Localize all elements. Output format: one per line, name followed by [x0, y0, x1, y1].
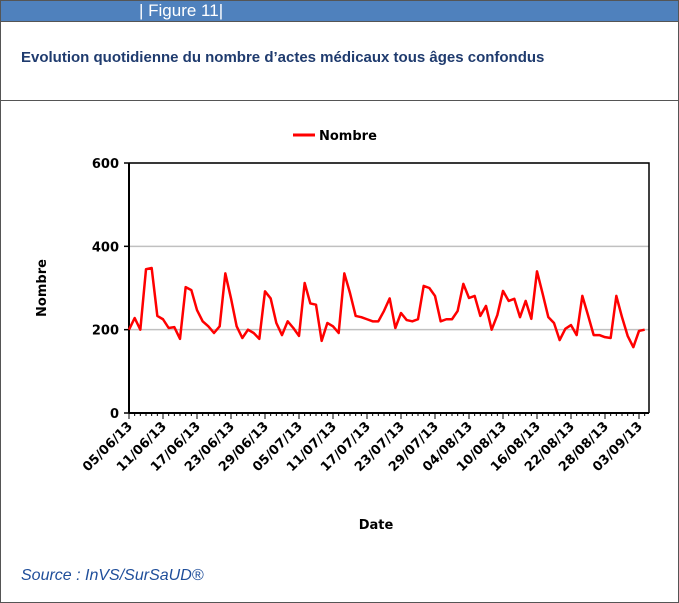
x-axis-label: Date [359, 518, 394, 533]
plot-frame [129, 162, 650, 413]
data-line [127, 266, 645, 349]
y-tick-label: 400 [92, 240, 119, 255]
y-tick-label: 200 [92, 324, 119, 339]
y-tick-label: 600 [92, 157, 119, 172]
source: Source : InVS/SurSaUD® [21, 567, 204, 584]
figure-title: Evolution quotidienne du nombre d’actes … [21, 49, 545, 66]
y-axis-label: Nombre [35, 259, 50, 317]
legend-label: Nombre [319, 129, 377, 144]
figure-header: | Figure 11| [1, 1, 678, 21]
y-tick-label: 0 [110, 407, 119, 422]
figure-label: | Figure 11| [139, 1, 224, 20]
title-box: Evolution quotidienne du nombre d’actes … [1, 21, 678, 101]
